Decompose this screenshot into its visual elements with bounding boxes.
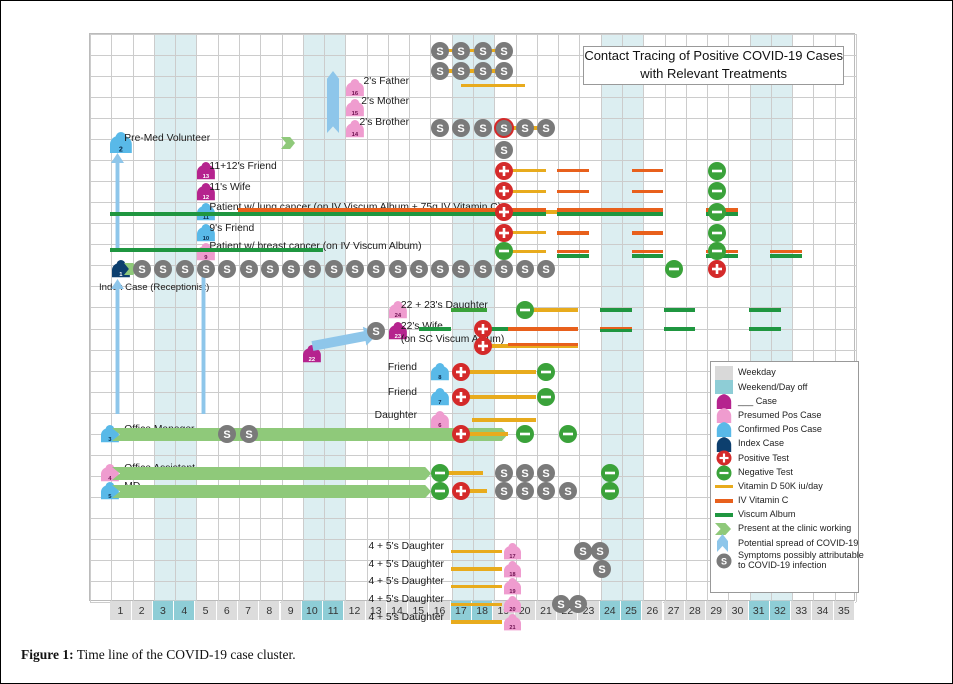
svg-text:S: S xyxy=(224,264,231,276)
svg-text:22: 22 xyxy=(309,357,316,363)
svg-text:S: S xyxy=(245,264,252,276)
svg-text:S: S xyxy=(579,546,586,558)
svg-text:S: S xyxy=(500,46,507,58)
svg-text:S: S xyxy=(139,264,146,276)
svg-text:S: S xyxy=(436,123,443,135)
svg-text:S: S xyxy=(245,429,252,441)
svg-text:S: S xyxy=(522,468,529,480)
svg-text:S: S xyxy=(309,264,316,276)
svg-text:S: S xyxy=(224,429,231,441)
svg-text:S: S xyxy=(500,264,507,276)
svg-text:S: S xyxy=(266,264,273,276)
svg-text:S: S xyxy=(500,66,507,78)
svg-text:S: S xyxy=(373,264,380,276)
svg-text:18: 18 xyxy=(509,572,515,578)
svg-text:S: S xyxy=(458,123,465,135)
svg-text:S: S xyxy=(436,66,443,78)
svg-text:21: 21 xyxy=(509,625,515,631)
svg-text:S: S xyxy=(479,66,486,78)
svg-text:S: S xyxy=(598,564,605,576)
svg-text:7: 7 xyxy=(438,400,441,406)
svg-text:S: S xyxy=(458,66,465,78)
svg-text:S: S xyxy=(596,546,603,558)
svg-text:S: S xyxy=(500,468,507,480)
svg-text:S: S xyxy=(373,326,380,338)
svg-text:12: 12 xyxy=(203,195,210,201)
svg-text:S: S xyxy=(543,123,550,135)
svg-text:S: S xyxy=(479,264,486,276)
svg-text:S: S xyxy=(436,46,443,58)
svg-text:S: S xyxy=(351,264,358,276)
svg-text:S: S xyxy=(479,123,486,135)
svg-text:S: S xyxy=(500,123,507,135)
svg-text:19: 19 xyxy=(509,589,515,595)
svg-text:S: S xyxy=(575,599,582,611)
svg-text:S: S xyxy=(564,486,571,498)
svg-text:20: 20 xyxy=(509,607,515,613)
svg-text:24: 24 xyxy=(394,313,401,319)
svg-text:13: 13 xyxy=(203,174,210,180)
svg-text:S: S xyxy=(287,264,294,276)
svg-text:S: S xyxy=(160,264,167,276)
svg-text:S: S xyxy=(436,264,443,276)
svg-text:S: S xyxy=(202,264,209,276)
svg-text:S: S xyxy=(522,486,529,498)
svg-text:S: S xyxy=(415,264,422,276)
svg-text:S: S xyxy=(543,264,550,276)
svg-text:S: S xyxy=(558,599,565,611)
svg-text:S: S xyxy=(458,264,465,276)
svg-text:S: S xyxy=(522,123,529,135)
svg-text:S: S xyxy=(543,486,550,498)
svg-text:11: 11 xyxy=(203,215,210,221)
svg-text:S: S xyxy=(500,486,507,498)
svg-text:17: 17 xyxy=(509,554,515,560)
svg-text:S: S xyxy=(479,46,486,58)
svg-text:S: S xyxy=(394,264,401,276)
svg-text:S: S xyxy=(543,468,550,480)
svg-text:S: S xyxy=(500,145,507,157)
svg-text:S: S xyxy=(330,264,337,276)
svg-text:S: S xyxy=(181,264,188,276)
svg-text:14: 14 xyxy=(352,131,359,137)
svg-text:S: S xyxy=(721,556,727,566)
svg-text:S: S xyxy=(458,46,465,58)
svg-text:S: S xyxy=(522,264,529,276)
